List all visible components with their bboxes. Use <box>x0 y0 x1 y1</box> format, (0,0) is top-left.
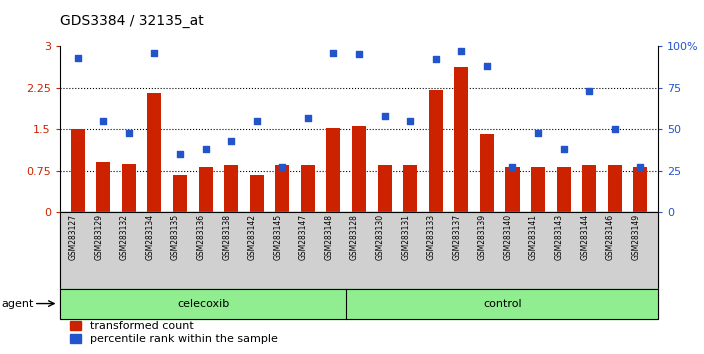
Point <box>507 165 518 170</box>
Text: control: control <box>483 298 522 309</box>
Point <box>175 152 186 157</box>
Bar <box>224 165 238 212</box>
Text: GSM283128: GSM283128 <box>350 214 359 260</box>
Point <box>98 118 109 124</box>
Text: GDS3384 / 32135_at: GDS3384 / 32135_at <box>60 14 203 28</box>
Point <box>302 115 313 120</box>
Point <box>149 50 160 56</box>
Legend: transformed count, percentile rank within the sample: transformed count, percentile rank withi… <box>65 316 282 348</box>
Bar <box>454 67 468 212</box>
Text: GSM283133: GSM283133 <box>427 214 436 260</box>
Bar <box>377 165 391 212</box>
Text: GSM283136: GSM283136 <box>196 214 206 260</box>
Point <box>430 57 441 62</box>
Point <box>200 146 211 152</box>
Bar <box>403 165 417 212</box>
Text: GSM283144: GSM283144 <box>580 214 589 260</box>
Bar <box>250 175 264 212</box>
Text: GSM283135: GSM283135 <box>171 214 180 260</box>
Text: GSM283139: GSM283139 <box>478 214 487 260</box>
Point <box>225 138 237 144</box>
Text: GSM283148: GSM283148 <box>325 214 334 260</box>
Bar <box>480 134 494 212</box>
Point <box>353 51 365 57</box>
Point <box>123 130 134 135</box>
Bar <box>96 162 111 212</box>
Text: GSM283137: GSM283137 <box>453 214 461 260</box>
Bar <box>505 167 520 212</box>
Bar <box>173 175 187 212</box>
Bar <box>352 126 366 212</box>
Text: GSM283127: GSM283127 <box>69 214 77 260</box>
Point <box>455 48 467 54</box>
Text: GSM283147: GSM283147 <box>299 214 308 260</box>
Bar <box>275 165 289 212</box>
Text: GSM283140: GSM283140 <box>503 214 513 260</box>
Point <box>405 118 416 124</box>
Text: GSM283131: GSM283131 <box>401 214 410 260</box>
Text: GSM283141: GSM283141 <box>529 214 538 260</box>
Text: celecoxib: celecoxib <box>177 298 230 309</box>
Bar <box>608 165 622 212</box>
Point <box>482 63 493 69</box>
Point <box>609 126 620 132</box>
Bar <box>634 167 648 212</box>
Bar <box>301 165 315 212</box>
Text: GSM283134: GSM283134 <box>146 214 154 260</box>
Point <box>251 118 263 124</box>
Text: agent: agent <box>1 298 34 309</box>
Point <box>379 113 390 119</box>
Bar <box>582 165 596 212</box>
Point <box>584 88 595 94</box>
Bar <box>199 167 213 212</box>
Bar <box>147 93 161 212</box>
Bar <box>327 128 341 212</box>
Bar <box>531 167 545 212</box>
Text: GSM283143: GSM283143 <box>555 214 564 260</box>
Bar <box>429 90 443 212</box>
Point <box>328 50 339 56</box>
Text: GSM283138: GSM283138 <box>222 214 231 260</box>
Point <box>277 165 288 170</box>
Text: GSM283142: GSM283142 <box>248 214 257 260</box>
Point <box>635 165 646 170</box>
Point <box>72 55 83 61</box>
Text: GSM283129: GSM283129 <box>94 214 103 260</box>
Point <box>532 130 543 135</box>
Bar <box>70 129 84 212</box>
Bar <box>122 164 136 212</box>
Text: GSM283146: GSM283146 <box>605 214 615 260</box>
Text: GSM283132: GSM283132 <box>120 214 129 260</box>
Text: GSM283145: GSM283145 <box>273 214 282 260</box>
Text: GSM283149: GSM283149 <box>631 214 641 260</box>
Bar <box>557 167 571 212</box>
Text: GSM283130: GSM283130 <box>376 214 384 260</box>
Point <box>558 146 570 152</box>
